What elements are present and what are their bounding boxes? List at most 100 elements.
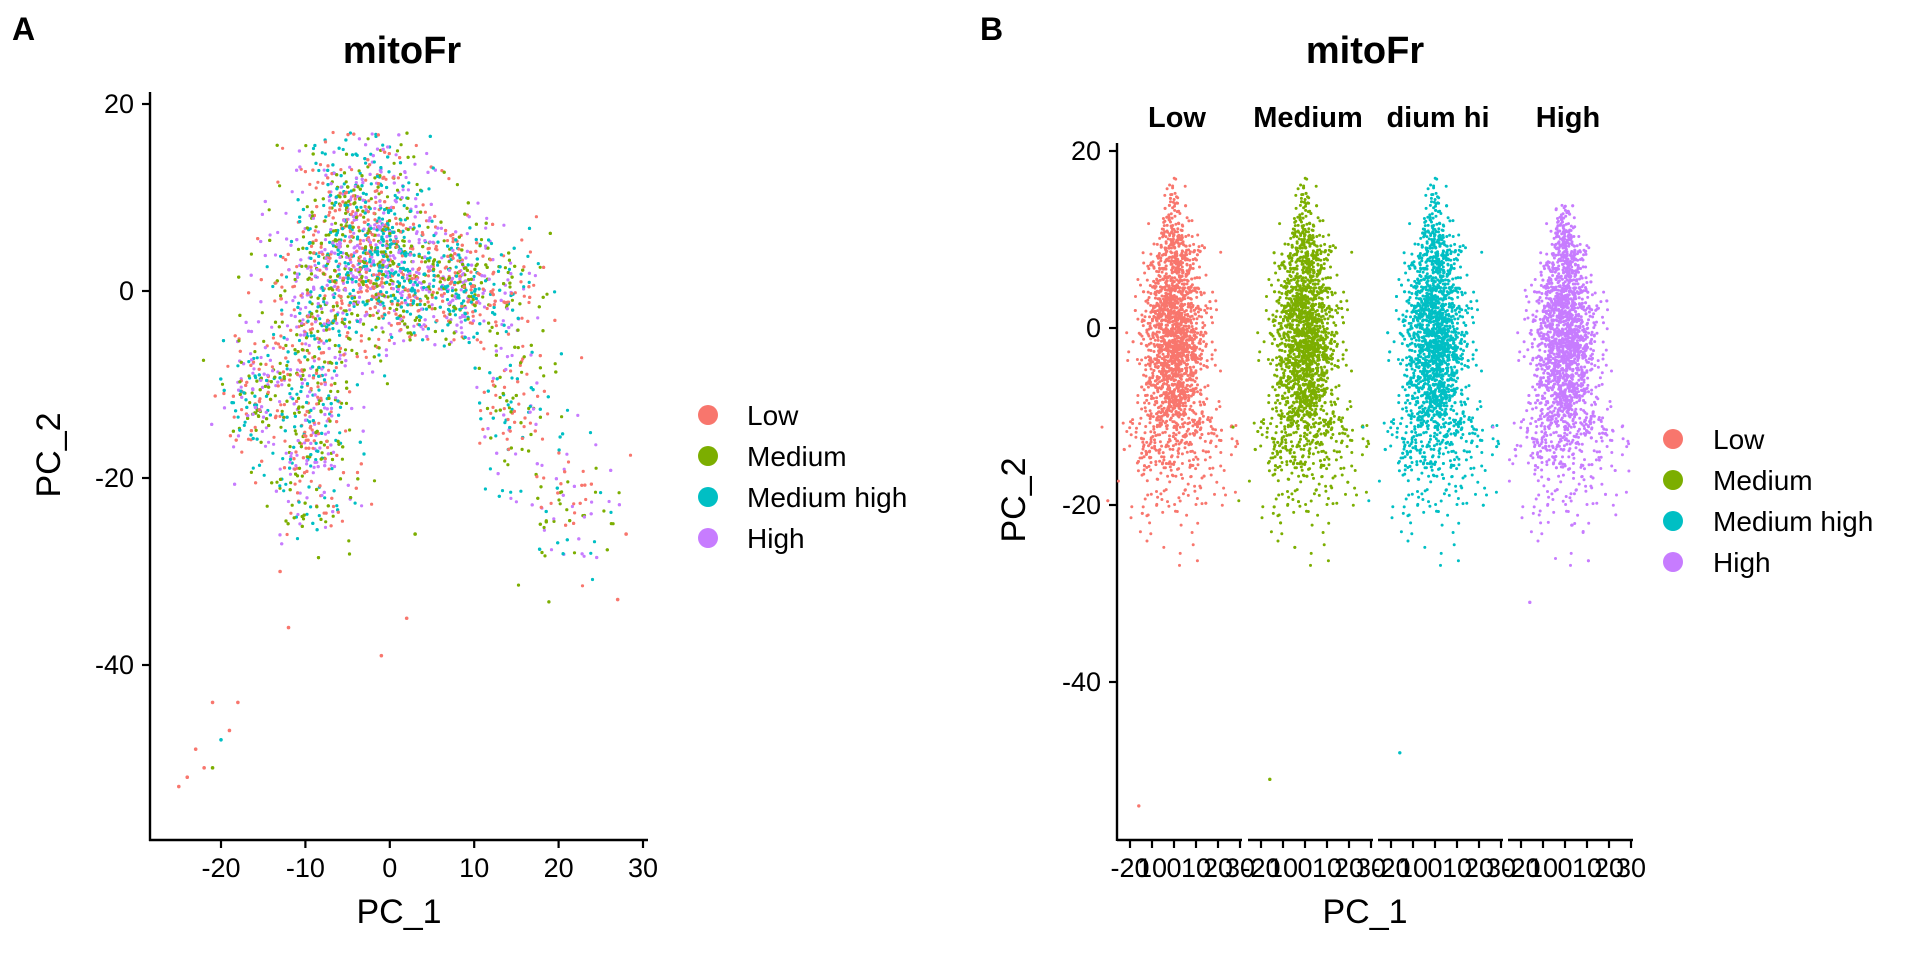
panel-a-point (270, 325, 274, 329)
panel-a-point (334, 229, 338, 233)
panel-a-point (405, 267, 410, 272)
panel-a-point (427, 290, 431, 294)
panel-a-point (510, 376, 514, 380)
panel-a-point (278, 361, 282, 365)
panel-a-point (377, 337, 381, 341)
panel-a-point (345, 386, 349, 390)
panel-a-point (391, 176, 395, 180)
panel-a-point (332, 489, 336, 493)
panel-a-point (337, 413, 341, 417)
panel-a-point (278, 345, 282, 349)
panel-a-point (414, 270, 419, 274)
panel-a-point (502, 223, 506, 227)
panel-b-point (1181, 476, 1184, 480)
panel-a-point (295, 265, 299, 269)
panel-a-point (313, 198, 317, 202)
panel-a-point (291, 285, 295, 289)
panel-a-point (323, 432, 328, 436)
panel-a-point (533, 429, 537, 433)
panel-a-point (335, 321, 339, 325)
panel-a-point (390, 225, 395, 230)
panel-a-point (501, 391, 505, 396)
panel-a-point (460, 331, 464, 335)
panel-a-point (394, 312, 398, 316)
panel-a-point (525, 372, 529, 376)
panel-a-point (318, 163, 323, 167)
panel-b-point (1152, 427, 1156, 431)
panel-a-point (312, 259, 317, 263)
panel-a-point (311, 419, 315, 423)
panel-a-point (334, 200, 338, 205)
panel-a-point (289, 481, 293, 485)
panel-a-point (509, 410, 513, 414)
panel-a-point (444, 337, 448, 341)
panel-a-point (272, 435, 276, 439)
panel-a-point (298, 165, 302, 169)
panel-a-point (317, 340, 321, 344)
panel-a-point (411, 301, 415, 305)
panel-a-point (392, 261, 396, 265)
panel-a-point (584, 497, 588, 502)
panel-a-point (236, 415, 240, 419)
panel-a-point (329, 230, 333, 234)
panel-a-point (527, 226, 532, 230)
panel-a-point (491, 272, 495, 276)
panel-a-point (344, 138, 348, 142)
panel-a-point (408, 312, 413, 316)
panel-a-point (407, 239, 411, 243)
panel-a-point (328, 338, 332, 342)
panel-a-point (398, 172, 403, 176)
panel-a-point (346, 276, 350, 280)
panel-a-point (233, 482, 237, 486)
panel-a-point (262, 339, 266, 343)
panel-a-point (309, 433, 313, 437)
panel-a-point (344, 255, 349, 259)
panel-a-y-tick-label: -20 (95, 463, 134, 493)
panel-a-point (475, 262, 479, 266)
panel-a-point (482, 347, 486, 351)
panel-a-point (374, 200, 378, 204)
panel-a-point (434, 244, 438, 249)
panel-a-point (411, 227, 415, 231)
panel-a-point (298, 522, 302, 526)
panel-a-point (469, 250, 473, 254)
panel-a-point (363, 246, 367, 250)
panel-a-point (296, 396, 301, 400)
panel-a-point (387, 170, 391, 174)
panel-a-point (260, 385, 265, 389)
panel-a-point (590, 500, 594, 504)
panel-a-point (336, 285, 340, 289)
panel-a-point (527, 271, 532, 275)
panel-a-point (328, 206, 332, 210)
panel-a-point (581, 469, 585, 473)
panel-a-point (298, 220, 302, 224)
panel-a-point (425, 287, 429, 292)
panel-a-point (427, 251, 431, 255)
panel-a-point (432, 273, 436, 278)
panel-a-point (375, 284, 379, 288)
panel-a-point (313, 337, 317, 341)
panel-a-point (289, 451, 293, 455)
panel-a-point (283, 439, 287, 443)
panel-b-y-tick-label: -40 (1062, 667, 1101, 697)
panel-a-point (565, 452, 569, 456)
panel-a-point (406, 188, 410, 192)
panel-a-point (319, 241, 323, 245)
panel-a-point (255, 403, 259, 407)
panel-a-point (273, 416, 278, 420)
panel-a-point (354, 176, 359, 180)
panel-a-point (385, 239, 389, 243)
panel-a-point (322, 341, 326, 345)
panel-a-point (516, 583, 521, 587)
panel-a-point (589, 551, 593, 555)
panel-a-point (301, 405, 305, 409)
panel-a-point (528, 295, 532, 299)
panel-a-point (531, 407, 536, 411)
panel-a-point (566, 480, 570, 484)
panel-a-point (389, 323, 393, 327)
panel-a-point (295, 453, 299, 457)
panel-a-outlier-point (278, 569, 282, 574)
panel-a-point (359, 462, 363, 466)
panel-a-point (315, 309, 319, 313)
panel-a-point (418, 302, 422, 307)
